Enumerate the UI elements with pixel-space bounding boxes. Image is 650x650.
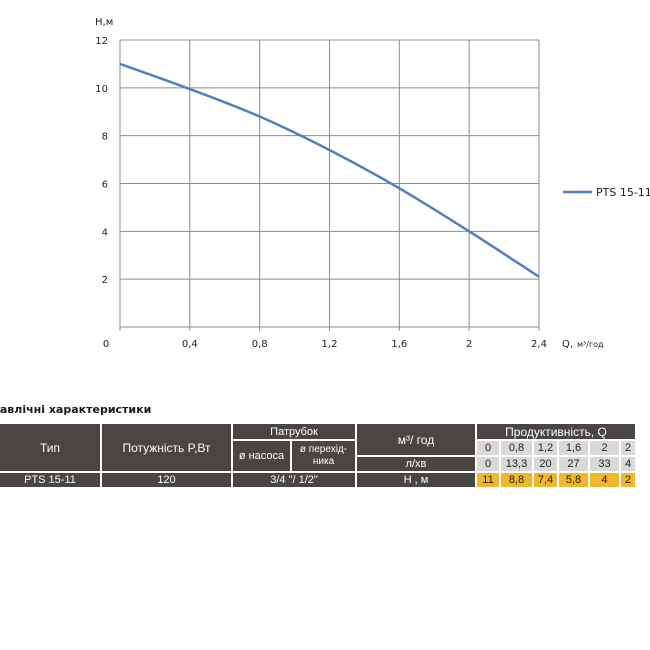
q-lmin-cell: 13,3 — [501, 457, 532, 471]
unit-head-label: Н , м — [357, 473, 475, 487]
characteristics-title: равлічні характеристики — [0, 403, 152, 416]
head-value-cell: 4 — [590, 473, 619, 487]
y-axis-label: Н,м — [95, 17, 113, 28]
y-tick-label: 8 — [102, 132, 108, 143]
q-lmin-cell: 4 — [621, 457, 635, 471]
y-tick-label: 10 — [95, 84, 108, 95]
head-value-cell: 2 — [621, 473, 635, 487]
head-value-cell: 8,8 — [501, 473, 532, 487]
head-value-cell: 11 — [477, 473, 499, 487]
unit-m3-label: м³/ год — [357, 424, 475, 455]
x-tick-label: 0,8 — [252, 339, 268, 350]
q-m3-cell: 1,6 — [559, 441, 588, 455]
y-tick-label: 2 — [102, 275, 108, 286]
y-tick-label: 12 — [95, 36, 108, 47]
x-tick-label: 2 — [466, 339, 472, 350]
head-value-cell: 5,8 — [559, 473, 588, 487]
unit-lmin-label: л/хв — [357, 457, 475, 471]
q-m3-cell: 0 — [477, 441, 499, 455]
q-m3-cell: 2 — [621, 441, 635, 455]
power-value-cell: 120 — [102, 473, 231, 487]
q-lmin-cell: 33 — [590, 457, 619, 471]
y-tick-label: 4 — [102, 227, 108, 238]
q-lmin-cell: 27 — [559, 457, 588, 471]
chart-legend: PTS 15-11 — [563, 186, 650, 199]
x-tick-label: 0 — [103, 339, 109, 350]
performance-header: Продуктивність, Q — [477, 424, 635, 439]
q-m3-cell: 0,8 — [501, 441, 532, 455]
q-m3-cell: 1,2 — [534, 441, 557, 455]
x-tick-label: 2,4 — [531, 339, 547, 350]
x-tick-label: 0,4 — [182, 339, 198, 350]
branch-header: Патрубок — [233, 424, 355, 439]
x-axis-label: Q, — [562, 339, 573, 350]
q-lmin-cell: 0 — [477, 457, 499, 471]
legend-label: PTS 15-11 — [596, 186, 650, 199]
pump-diameter-header: ø насоса — [233, 441, 290, 471]
y-tick-label: 6 — [102, 180, 108, 191]
x-axis-unit: м³/год — [577, 340, 604, 349]
adapter-diameter-header: ø перехід-ника — [292, 441, 355, 471]
chart-axes: 2 4 6 8 10 12 0 0,4 0,8 1,2 1,6 2 2,4 — [95, 36, 547, 350]
x-tick-label: 1,6 — [391, 339, 407, 350]
power-header: Потужність P,Вт — [102, 424, 231, 471]
model-cell: PTS 15-11 — [0, 473, 100, 487]
type-header: Тип — [0, 424, 100, 471]
x-tick-label: 1,2 — [322, 339, 338, 350]
q-lmin-cell: 20 — [534, 457, 557, 471]
series-line-0 — [119, 62, 540, 278]
head-value-cell: 7,4 — [534, 473, 557, 487]
chart-series — [119, 62, 540, 278]
q-m3-cell: 2 — [590, 441, 619, 455]
connection-value-cell: 3/4 "/ 1/2" — [233, 473, 355, 487]
pump-specs-table: Тип Потужність P,Вт Патрубок м³/ год Про… — [0, 422, 637, 489]
chart-grid — [119, 39, 540, 327]
